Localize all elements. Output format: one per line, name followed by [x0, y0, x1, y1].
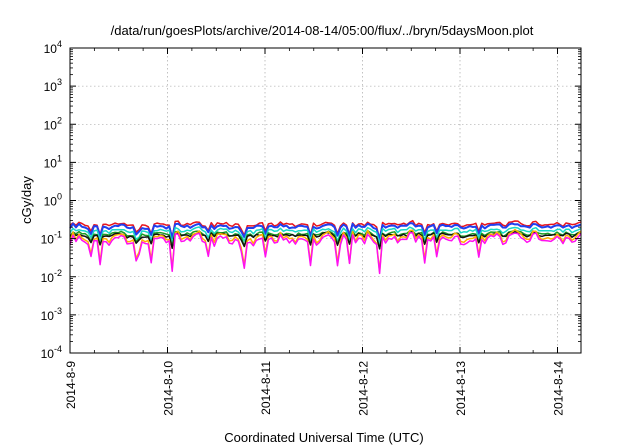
- y-tick-label: 10-2: [41, 268, 62, 285]
- x-tick-label: 2014-8-14: [552, 361, 566, 416]
- y-tick-label: 104: [44, 39, 62, 56]
- y-tick-label: 100: [44, 192, 62, 209]
- x-tick-label: 2014-8-11: [259, 361, 273, 415]
- x-ticks: 2014-8-9 2014-8-10 2014-8-11 2014-8-12 2014-…: [64, 48, 566, 416]
- chart-title: /data/run/goesPlots/archive/2014-08-14/0…: [111, 23, 534, 38]
- x-tick-label: 2014-8-10: [162, 361, 176, 416]
- x-tick-label: 2014-8-13: [454, 361, 468, 416]
- y-axis-label: cGy/day: [19, 176, 34, 224]
- series-line: [69, 226, 582, 245]
- x-axis-label: Coordinated Universal Time (UTC): [224, 430, 423, 445]
- series-line: [69, 231, 582, 275]
- y-tick-label: 10-4: [41, 344, 62, 361]
- y-ticks: 10-4 10-3 10-2 10-1 100 101 102 103 104: [41, 39, 581, 361]
- y-tick-label: 103: [44, 77, 62, 94]
- series-line: [69, 228, 582, 273]
- x-tick-label: 2014-8-12: [357, 361, 371, 416]
- series-line: [69, 222, 582, 241]
- y-tick-label: 10-3: [41, 306, 62, 323]
- y-tick-label: 10-1: [41, 230, 62, 247]
- series-line: [69, 219, 582, 240]
- x-tick-label: 2014-8-9: [64, 361, 78, 409]
- grid-lines: [70, 48, 581, 353]
- y-tick-label: 101: [44, 153, 62, 170]
- series-layer: [69, 219, 582, 275]
- y-tick-label: 102: [44, 115, 62, 132]
